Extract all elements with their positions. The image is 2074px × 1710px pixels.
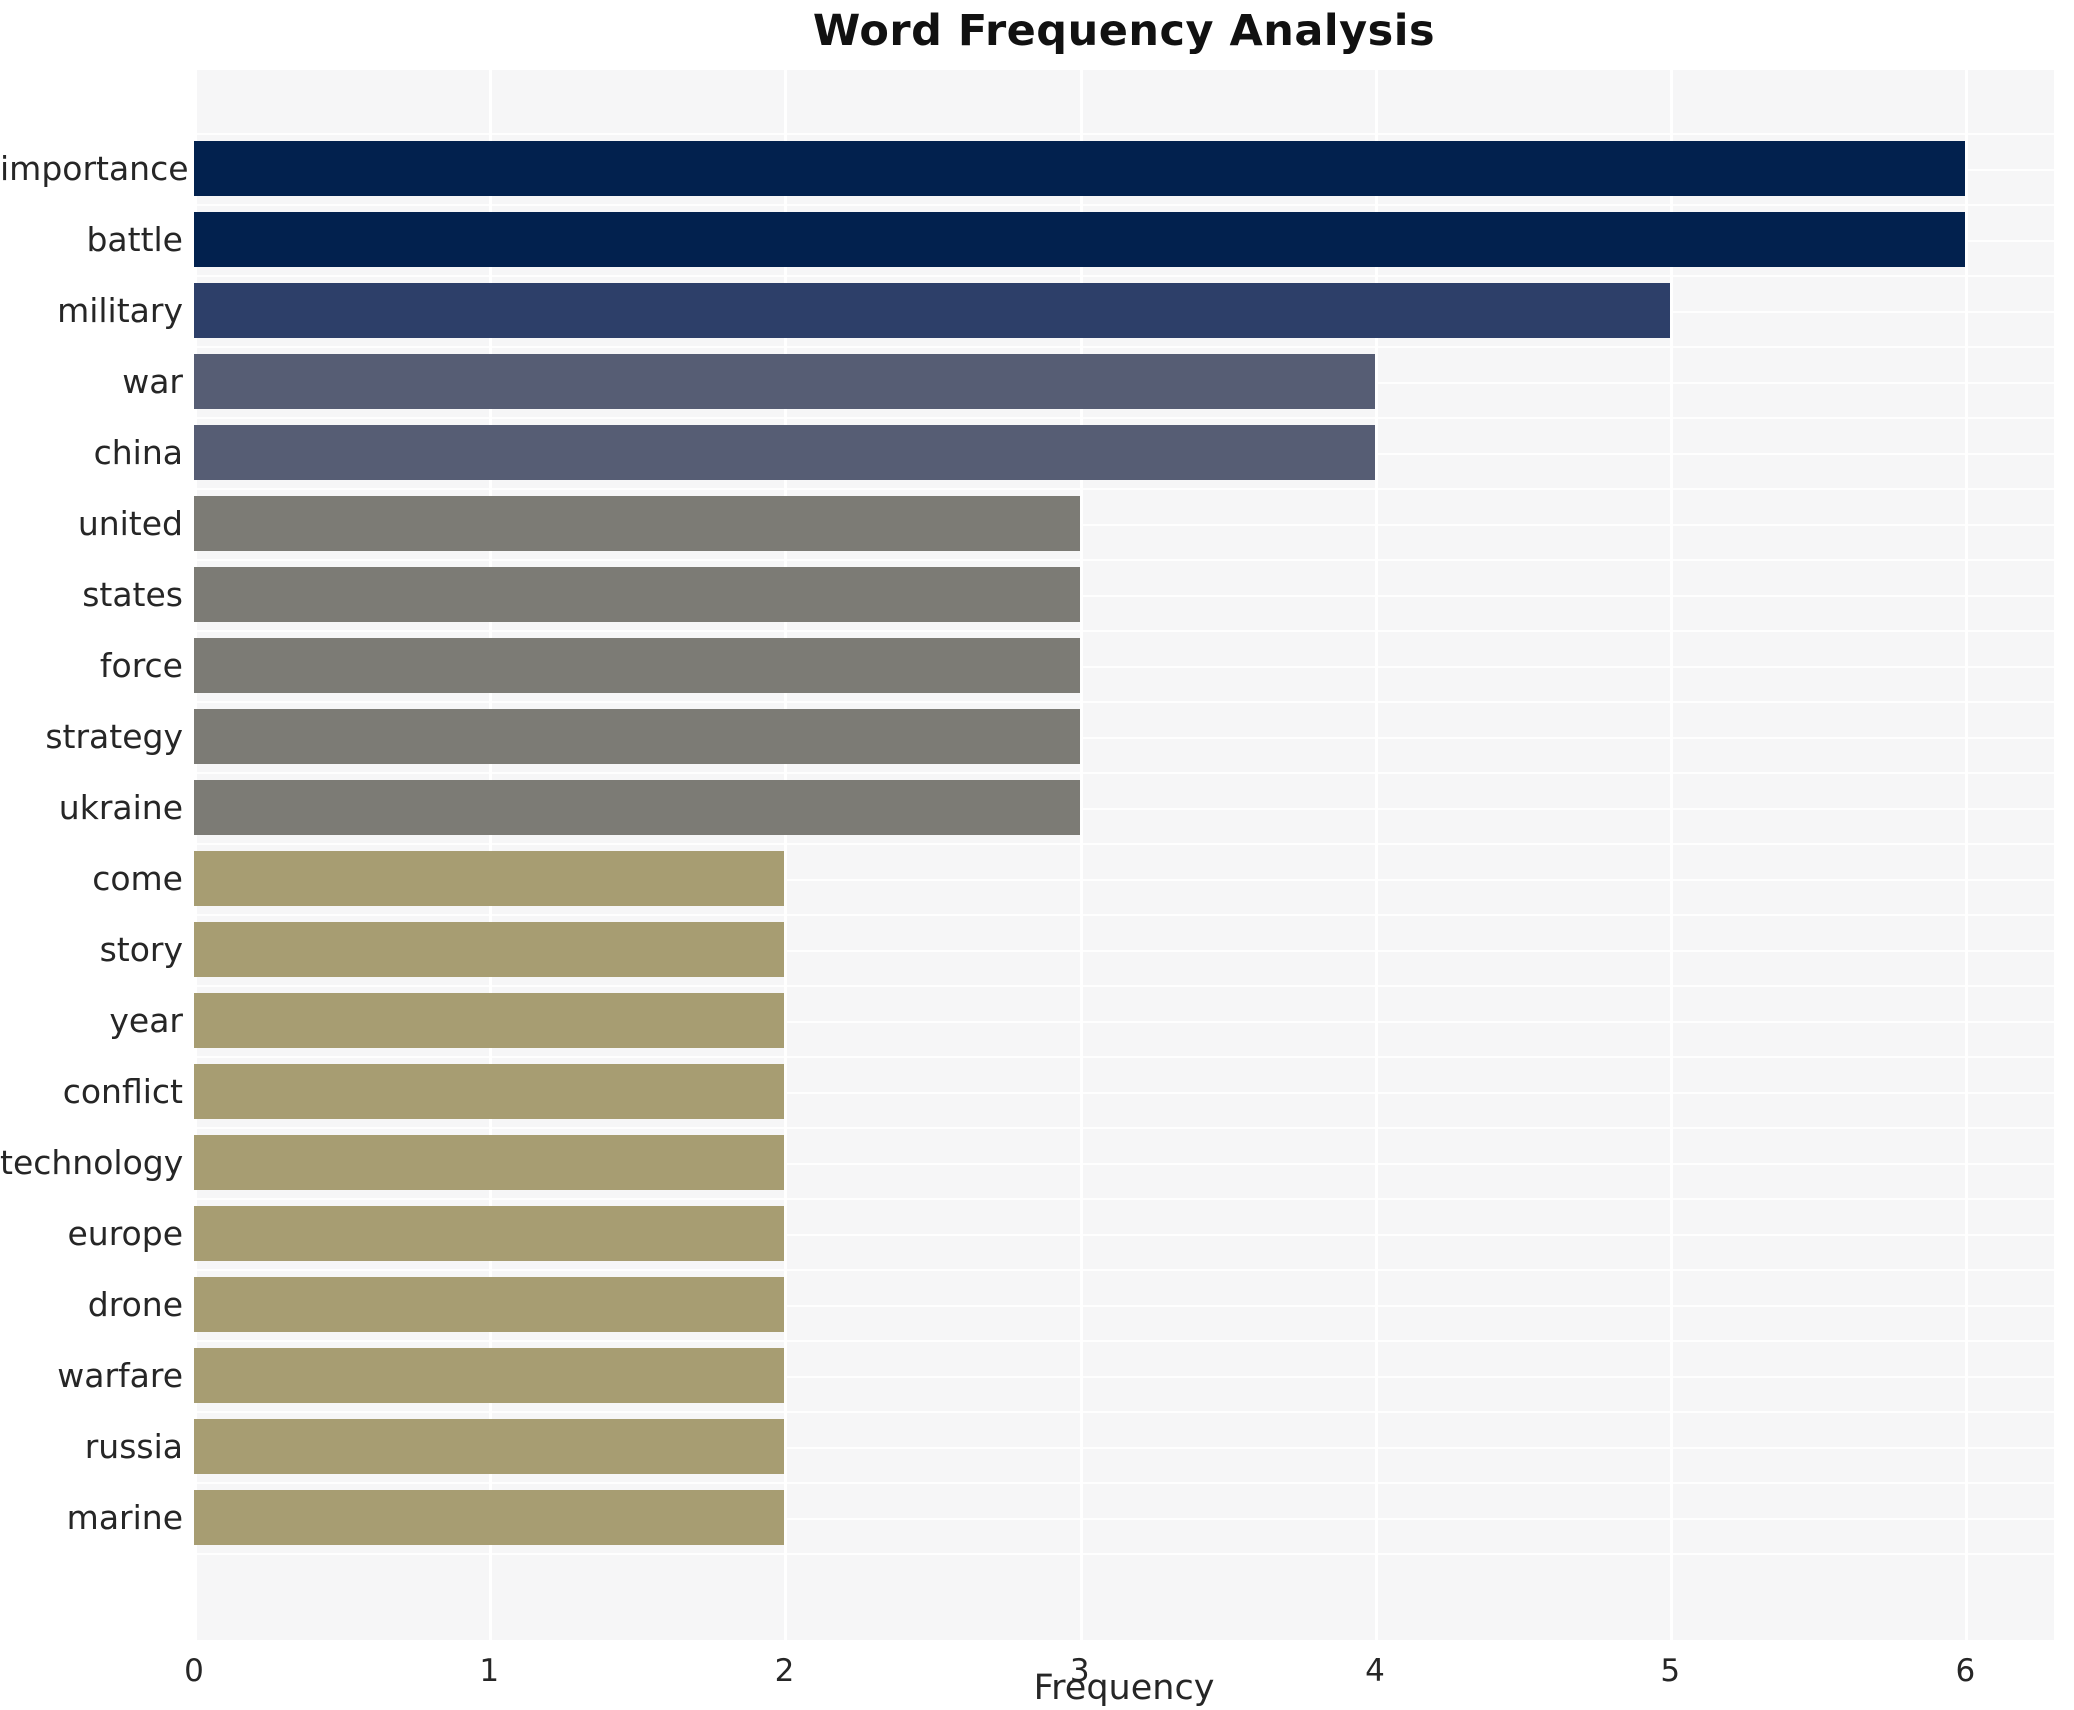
gridline-horizontal [194,914,2054,916]
gridline-horizontal [194,1056,2054,1058]
gridline-horizontal [194,559,2054,561]
plot-area [194,70,2054,1640]
y-tick-label-technology: technology [0,1142,184,1182]
bar-united [194,496,1080,551]
gridline-horizontal [194,701,2054,703]
x-tick-label-6: 6 [1955,1653,1976,1689]
gridline-horizontal [194,133,2054,135]
x-axis-label: Frequency [1033,1668,1215,1708]
y-tick-label-warfare: warfare [57,1355,183,1395]
y-tick-label-come: come [92,858,183,898]
y-tick-label-battle: battle [86,219,183,259]
gridline-horizontal [194,417,2054,419]
gridline-horizontal [194,1411,2054,1413]
gridline-horizontal [194,985,2054,987]
y-tick-label-china: china [93,432,183,472]
y-tick-label-war: war [122,361,183,401]
bar-importance [194,141,1965,196]
bar-europe [194,1206,784,1261]
bar-conflict [194,1064,784,1119]
gridline-horizontal [194,1482,2054,1484]
gridline-horizontal [194,523,2054,526]
bar-ukraine [194,780,1080,835]
x-tick-label-5: 5 [1660,1653,1681,1689]
gridline-horizontal [194,665,2054,668]
gridline-horizontal [194,1375,2054,1378]
gridline-vertical [1670,70,1673,1640]
gridline-horizontal [194,1198,2054,1200]
y-tick-label-russia: russia [84,1426,183,1466]
y-tick-label-states: states [82,574,183,614]
gridline-horizontal [194,843,2054,845]
y-tick-label-force: force [99,645,183,685]
x-tick-label-3: 3 [1069,1653,1090,1689]
gridline-horizontal [194,772,2054,774]
gridline-horizontal [194,594,2054,597]
bar-strategy [194,709,1080,764]
gridline-horizontal [194,275,2054,277]
gridline-horizontal [194,1304,2054,1307]
gridline-horizontal [194,1162,2054,1165]
y-tick-label-military: military [57,290,183,330]
y-tick-label-drone: drone [87,1284,183,1324]
gridline-horizontal [194,878,2054,881]
gridline-horizontal [194,1127,2054,1129]
gridline-horizontal [194,346,2054,348]
gridline-vertical [1080,70,1083,1640]
y-tick-label-importance: importance [0,148,189,188]
gridline-horizontal [194,488,2054,490]
bar-china [194,425,1375,480]
y-tick-label-europe: europe [67,1213,184,1253]
bar-military [194,283,1670,338]
bar-year [194,993,784,1048]
bar-russia [194,1419,784,1474]
gridline-horizontal [194,630,2054,632]
x-tick-label-4: 4 [1365,1653,1385,1689]
x-tick-label-1: 1 [479,1653,500,1689]
gridline-horizontal [194,1553,2054,1555]
bar-battle [194,212,1965,267]
bar-warfare [194,1348,784,1403]
bar-war [194,354,1375,409]
gridline-vertical [1375,70,1378,1640]
gridline-horizontal [194,204,2054,206]
gridline-horizontal [194,1020,2054,1023]
bar-marine [194,1490,784,1545]
bar-technology [194,1135,784,1190]
gridline-horizontal [194,736,2054,739]
gridline-horizontal [194,949,2054,952]
bar-states [194,567,1080,622]
bar-drone [194,1277,784,1332]
gridline-vertical [784,70,787,1640]
gridline-horizontal [194,1340,2054,1342]
gridline-horizontal [194,1091,2054,1094]
y-tick-label-conflict: conflict [62,1071,183,1111]
gridline-horizontal [194,1446,2054,1449]
gridline-horizontal [194,807,2054,810]
y-tick-label-strategy: strategy [45,716,183,756]
bar-force [194,638,1080,693]
x-tick-label-2: 2 [774,1653,795,1689]
gridline-horizontal [194,1517,2054,1520]
gridline-horizontal [194,1233,2054,1236]
x-tick-label-0: 0 [184,1653,204,1689]
gridline-horizontal [194,1269,2054,1271]
gridline-vertical [1965,70,1968,1640]
y-tick-label-story: story [99,929,183,969]
chart-title: Word Frequency Analysis [812,6,1436,56]
y-tick-label-year: year [109,1000,183,1040]
bar-story [194,922,784,977]
y-tick-label-ukraine: ukraine [58,787,183,827]
y-tick-label-marine: marine [66,1497,183,1537]
y-tick-label-united: united [77,503,183,543]
bar-come [194,851,784,906]
